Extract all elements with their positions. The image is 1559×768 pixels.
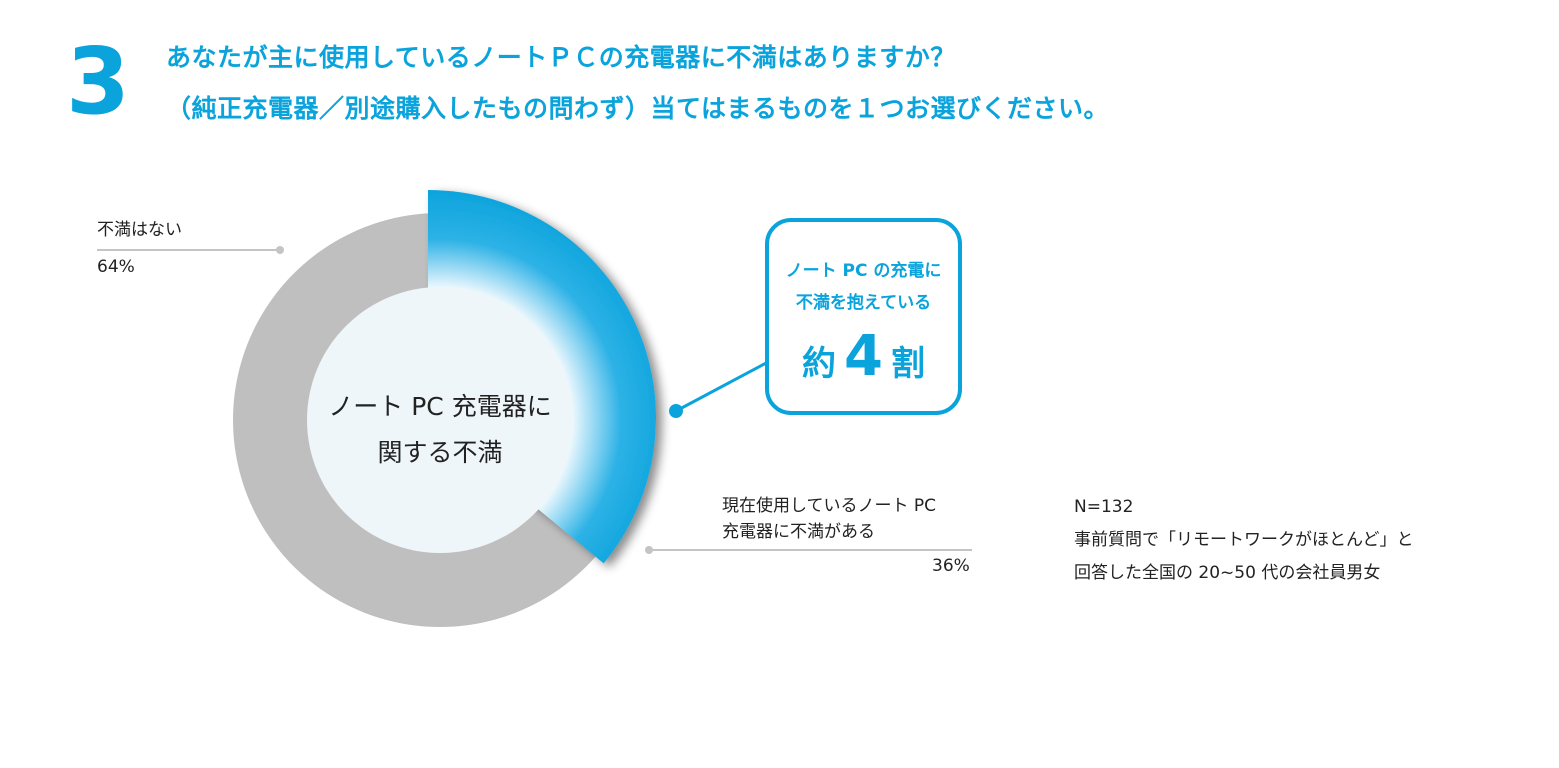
center-label-line2: 関する不満: [377, 438, 503, 467]
slice-label-dissatisfied-line1: 現在使用しているノート PC: [722, 496, 937, 516]
slice-label-dissatisfied-line2: 充電器に不満がある: [722, 522, 875, 542]
callout-line1: ノート PC の充電に: [785, 261, 942, 281]
leader-dot-no-dissatisfaction: [276, 246, 284, 254]
question-number: 3: [66, 28, 131, 135]
callout-prefix: 約: [802, 344, 837, 384]
callout-connector-dot: [669, 404, 683, 418]
slice-value-no-dissatisfaction: 64%: [97, 257, 135, 277]
donut-center-label: ノート PC 充電器に 関する不満: [300, 384, 580, 476]
slice-label-no-dissatisfaction: 不満はない: [97, 220, 182, 240]
note-line2: 回答した全国の 20~50 代の会社員男女: [1074, 563, 1381, 583]
note-line1: 事前質問で「リモートワークがほとんど」と: [1074, 530, 1414, 550]
question-text-line1: あなたが主に使用しているノートＰＣの充電器に不満はありますか？: [166, 43, 956, 72]
center-label-line1: ノート PC 充電器に: [328, 392, 552, 421]
question-text-line2: （純正充電器／別途購入したもの問わず）当てはまるものを１つお選びください。: [166, 94, 1110, 123]
sample-size: N=132: [1074, 497, 1134, 517]
callout-connector: [675, 360, 769, 413]
slice-value-dissatisfied: 36%: [932, 556, 970, 576]
callout-suffix: 割: [890, 344, 925, 384]
callout-number: 4: [844, 324, 883, 389]
donut-center: [307, 287, 573, 553]
leader-dot-dissatisfied: [645, 546, 653, 554]
callout-line2: 不満を抱えている: [795, 293, 932, 313]
